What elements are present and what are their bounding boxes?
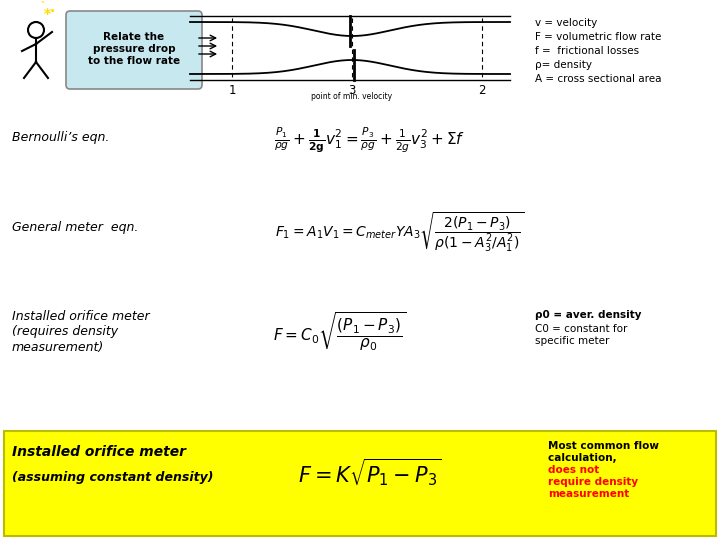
Text: Installed orifice meter
(requires density
measurement): Installed orifice meter (requires densit… (12, 310, 150, 354)
Text: C0 = constant for
specific meter: C0 = constant for specific meter (535, 324, 627, 346)
Text: 2: 2 (478, 84, 486, 97)
Text: does not
require density
measurement: does not require density measurement (548, 465, 638, 498)
Text: 3: 3 (348, 84, 356, 97)
Text: f =  frictional losses: f = frictional losses (535, 46, 639, 56)
Text: $\frac{P_1}{\rho g} + \frac{\mathbf{1}}{\mathbf{2g}}v_1^2 = \frac{P_3}{\rho g} +: $\frac{P_1}{\rho g} + \frac{\mathbf{1}}{… (274, 125, 466, 154)
Text: General meter  eqn.: General meter eqn. (12, 221, 138, 234)
FancyBboxPatch shape (66, 11, 202, 89)
Text: $F = C_0\sqrt{\dfrac{(P_1 - P_3)}{\rho_0}}$: $F = C_0\sqrt{\dfrac{(P_1 - P_3)}{\rho_0… (274, 310, 407, 353)
Text: Bernoulli’s eqn.: Bernoulli’s eqn. (12, 132, 109, 145)
Text: `: ` (40, 2, 45, 12)
Text: F = volumetric flow rate: F = volumetric flow rate (535, 32, 662, 42)
Text: point of min. velocity: point of min. velocity (312, 92, 392, 101)
Text: Relate the
pressure drop
to the flow rate: Relate the pressure drop to the flow rat… (88, 32, 180, 65)
Text: ρ0 = aver. density: ρ0 = aver. density (535, 310, 642, 320)
Text: 1: 1 (228, 84, 235, 97)
Text: $F_1 = A_1 V_1 = C_{meter} Y A_3 \sqrt{\dfrac{2(P_1 - P_3)}{\rho(1 - A_3^2 / A_1: $F_1 = A_1 V_1 = C_{meter} Y A_3 \sqrt{\… (276, 210, 525, 254)
FancyBboxPatch shape (4, 431, 716, 536)
Text: ρ= density: ρ= density (535, 60, 592, 70)
Text: A = cross sectional area: A = cross sectional area (535, 74, 662, 84)
Text: Installed orifice meter: Installed orifice meter (12, 445, 186, 459)
Text: *: * (44, 7, 51, 21)
Text: .: . (50, 1, 55, 15)
Text: Most common flow
calculation,: Most common flow calculation, (548, 441, 659, 463)
Text: $F = K\sqrt{P_1 - P_3}$: $F = K\sqrt{P_1 - P_3}$ (298, 456, 442, 488)
Text: (assuming constant density): (assuming constant density) (12, 471, 214, 484)
Text: v = velocity: v = velocity (535, 18, 598, 28)
